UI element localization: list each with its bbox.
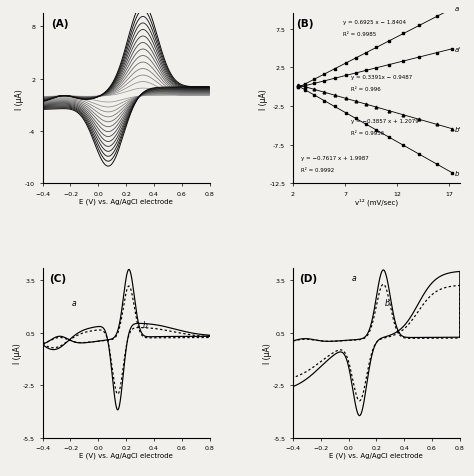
Text: a: a — [455, 6, 459, 12]
Text: y = 0.3391x − 0.9487: y = 0.3391x − 0.9487 — [351, 75, 412, 79]
X-axis label: E (V) vs. Ag/AgCl electrode: E (V) vs. Ag/AgCl electrode — [79, 452, 173, 458]
Y-axis label: I (μA): I (μA) — [15, 89, 24, 109]
Text: a': a' — [455, 47, 461, 52]
Text: b: b — [143, 321, 147, 330]
Text: (C): (C) — [49, 274, 66, 284]
X-axis label: E (V) vs. Ag/AgCl electrode: E (V) vs. Ag/AgCl electrode — [79, 198, 173, 204]
Text: y = −0.7617 x + 1.9987: y = −0.7617 x + 1.9987 — [301, 156, 369, 161]
Text: b: b — [385, 299, 390, 308]
Y-axis label: I (μA): I (μA) — [263, 343, 272, 364]
Text: R² = 0.996: R² = 0.996 — [351, 87, 381, 91]
Y-axis label: I (μA): I (μA) — [12, 343, 21, 364]
Text: (D): (D) — [300, 274, 318, 284]
Text: R² = 0.9992: R² = 0.9992 — [301, 168, 335, 173]
Text: y = 0.6925 x − 1.8404: y = 0.6925 x − 1.8404 — [343, 20, 406, 25]
X-axis label: E (V) vs. Ag/AgCl electrode: E (V) vs. Ag/AgCl electrode — [329, 452, 423, 458]
Y-axis label: I (μA): I (μA) — [259, 89, 268, 109]
Text: b': b' — [455, 127, 461, 132]
Text: b: b — [455, 170, 459, 177]
Text: R² = 0.9985: R² = 0.9985 — [343, 32, 376, 37]
Text: y = −0.3857 x + 1.2079: y = −0.3857 x + 1.2079 — [351, 119, 419, 124]
Text: (B): (B) — [296, 20, 314, 30]
Text: (A): (A) — [51, 20, 69, 30]
X-axis label: v¹² (mV/sec): v¹² (mV/sec) — [355, 198, 398, 205]
Text: a: a — [72, 299, 76, 308]
Text: R² = 0.9956: R² = 0.9956 — [351, 130, 384, 136]
Text: a: a — [351, 273, 356, 282]
